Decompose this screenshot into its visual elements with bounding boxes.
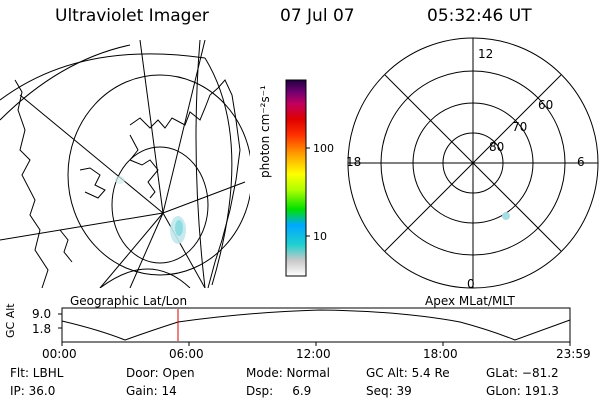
coastline (129, 79, 241, 288)
timeline-frame (61, 307, 571, 343)
colorbar-scale (285, 79, 307, 277)
mlt-label-12: 12 (478, 47, 494, 61)
meridian-line (0, 212, 164, 241)
mlt-label-18: 18 (346, 155, 362, 169)
meridian-line (19, 94, 164, 214)
mlat-label-70: 70 (512, 120, 528, 134)
date-label: 07 Jul 07 (280, 6, 355, 26)
meridian-arc (99, 268, 191, 288)
coastline (59, 229, 73, 263)
seq-status: Seq: 39 (366, 384, 412, 398)
meridian-line (162, 40, 206, 214)
time-label: 05:32:46 UT (427, 6, 532, 26)
time-tick-0000: 00:00 (42, 347, 77, 361)
mlt-label-6: 6 (577, 155, 585, 169)
time-tick-2359: 23:59 (556, 347, 591, 361)
geographic-map (0, 40, 250, 288)
coastline (79, 167, 106, 199)
door-status: Door: Open (126, 366, 195, 380)
colorbar (285, 79, 310, 277)
globe-arc (0, 53, 206, 101)
glat-status: GLat: −81.2 (486, 366, 559, 380)
polar-diagonal (384, 74, 562, 252)
lat-arc-outer (0, 44, 131, 121)
coastline (14, 79, 49, 288)
filter-status: Flt: LBHL (10, 366, 64, 380)
coastline (129, 134, 159, 199)
meridian-arc (195, 40, 206, 288)
gc-alt-axis-label: GC Alt (4, 303, 17, 338)
ip-status: IP: 36.0 (10, 384, 56, 398)
colorbar-unit-label: photon cm⁻²s⁻¹ (258, 85, 272, 178)
lat-circle-70 (111, 146, 209, 264)
polar-aurora-emission (502, 212, 510, 220)
gc-alt-status: GC Alt: 5.4 Re (366, 366, 450, 380)
mlat-label-60: 60 (538, 98, 554, 112)
ytick-1-8: 1.8 (32, 322, 52, 336)
meridian-line (162, 181, 246, 214)
meridian-line (129, 212, 164, 288)
ytick-9: 9.0 (32, 307, 52, 321)
meridian-line (99, 212, 164, 288)
gain-status: Gain: 14 (126, 384, 177, 398)
colorbar-tick-10: 10 (313, 230, 327, 243)
altitude-curve (61, 309, 571, 341)
time-tick-1800: 18:00 (423, 347, 458, 361)
meridian-line (162, 212, 206, 288)
lat-circle-60 (67, 74, 250, 276)
apex-label: Apex MLat/MLT (425, 294, 515, 308)
mlat-label-80: 80 (489, 140, 505, 154)
mlt-label-0: 0 (467, 277, 475, 291)
geographic-label: Geographic Lat/Lon (70, 294, 188, 308)
glon-status: GLon: 191.3 (486, 384, 559, 398)
mode-status: Mode: Normal (246, 366, 330, 380)
instrument-title: Ultraviolet Imager (55, 6, 209, 26)
aurora-emission (115, 176, 186, 244)
colorbar-tick-100: 100 (313, 142, 334, 155)
timeline-plot (58, 307, 571, 346)
polar-plot (347, 37, 599, 289)
time-tick-0600: 06:00 (169, 347, 204, 361)
time-tick-1200: 12:00 (296, 347, 331, 361)
dsp-status: Dsp: 6.9 (246, 384, 312, 398)
